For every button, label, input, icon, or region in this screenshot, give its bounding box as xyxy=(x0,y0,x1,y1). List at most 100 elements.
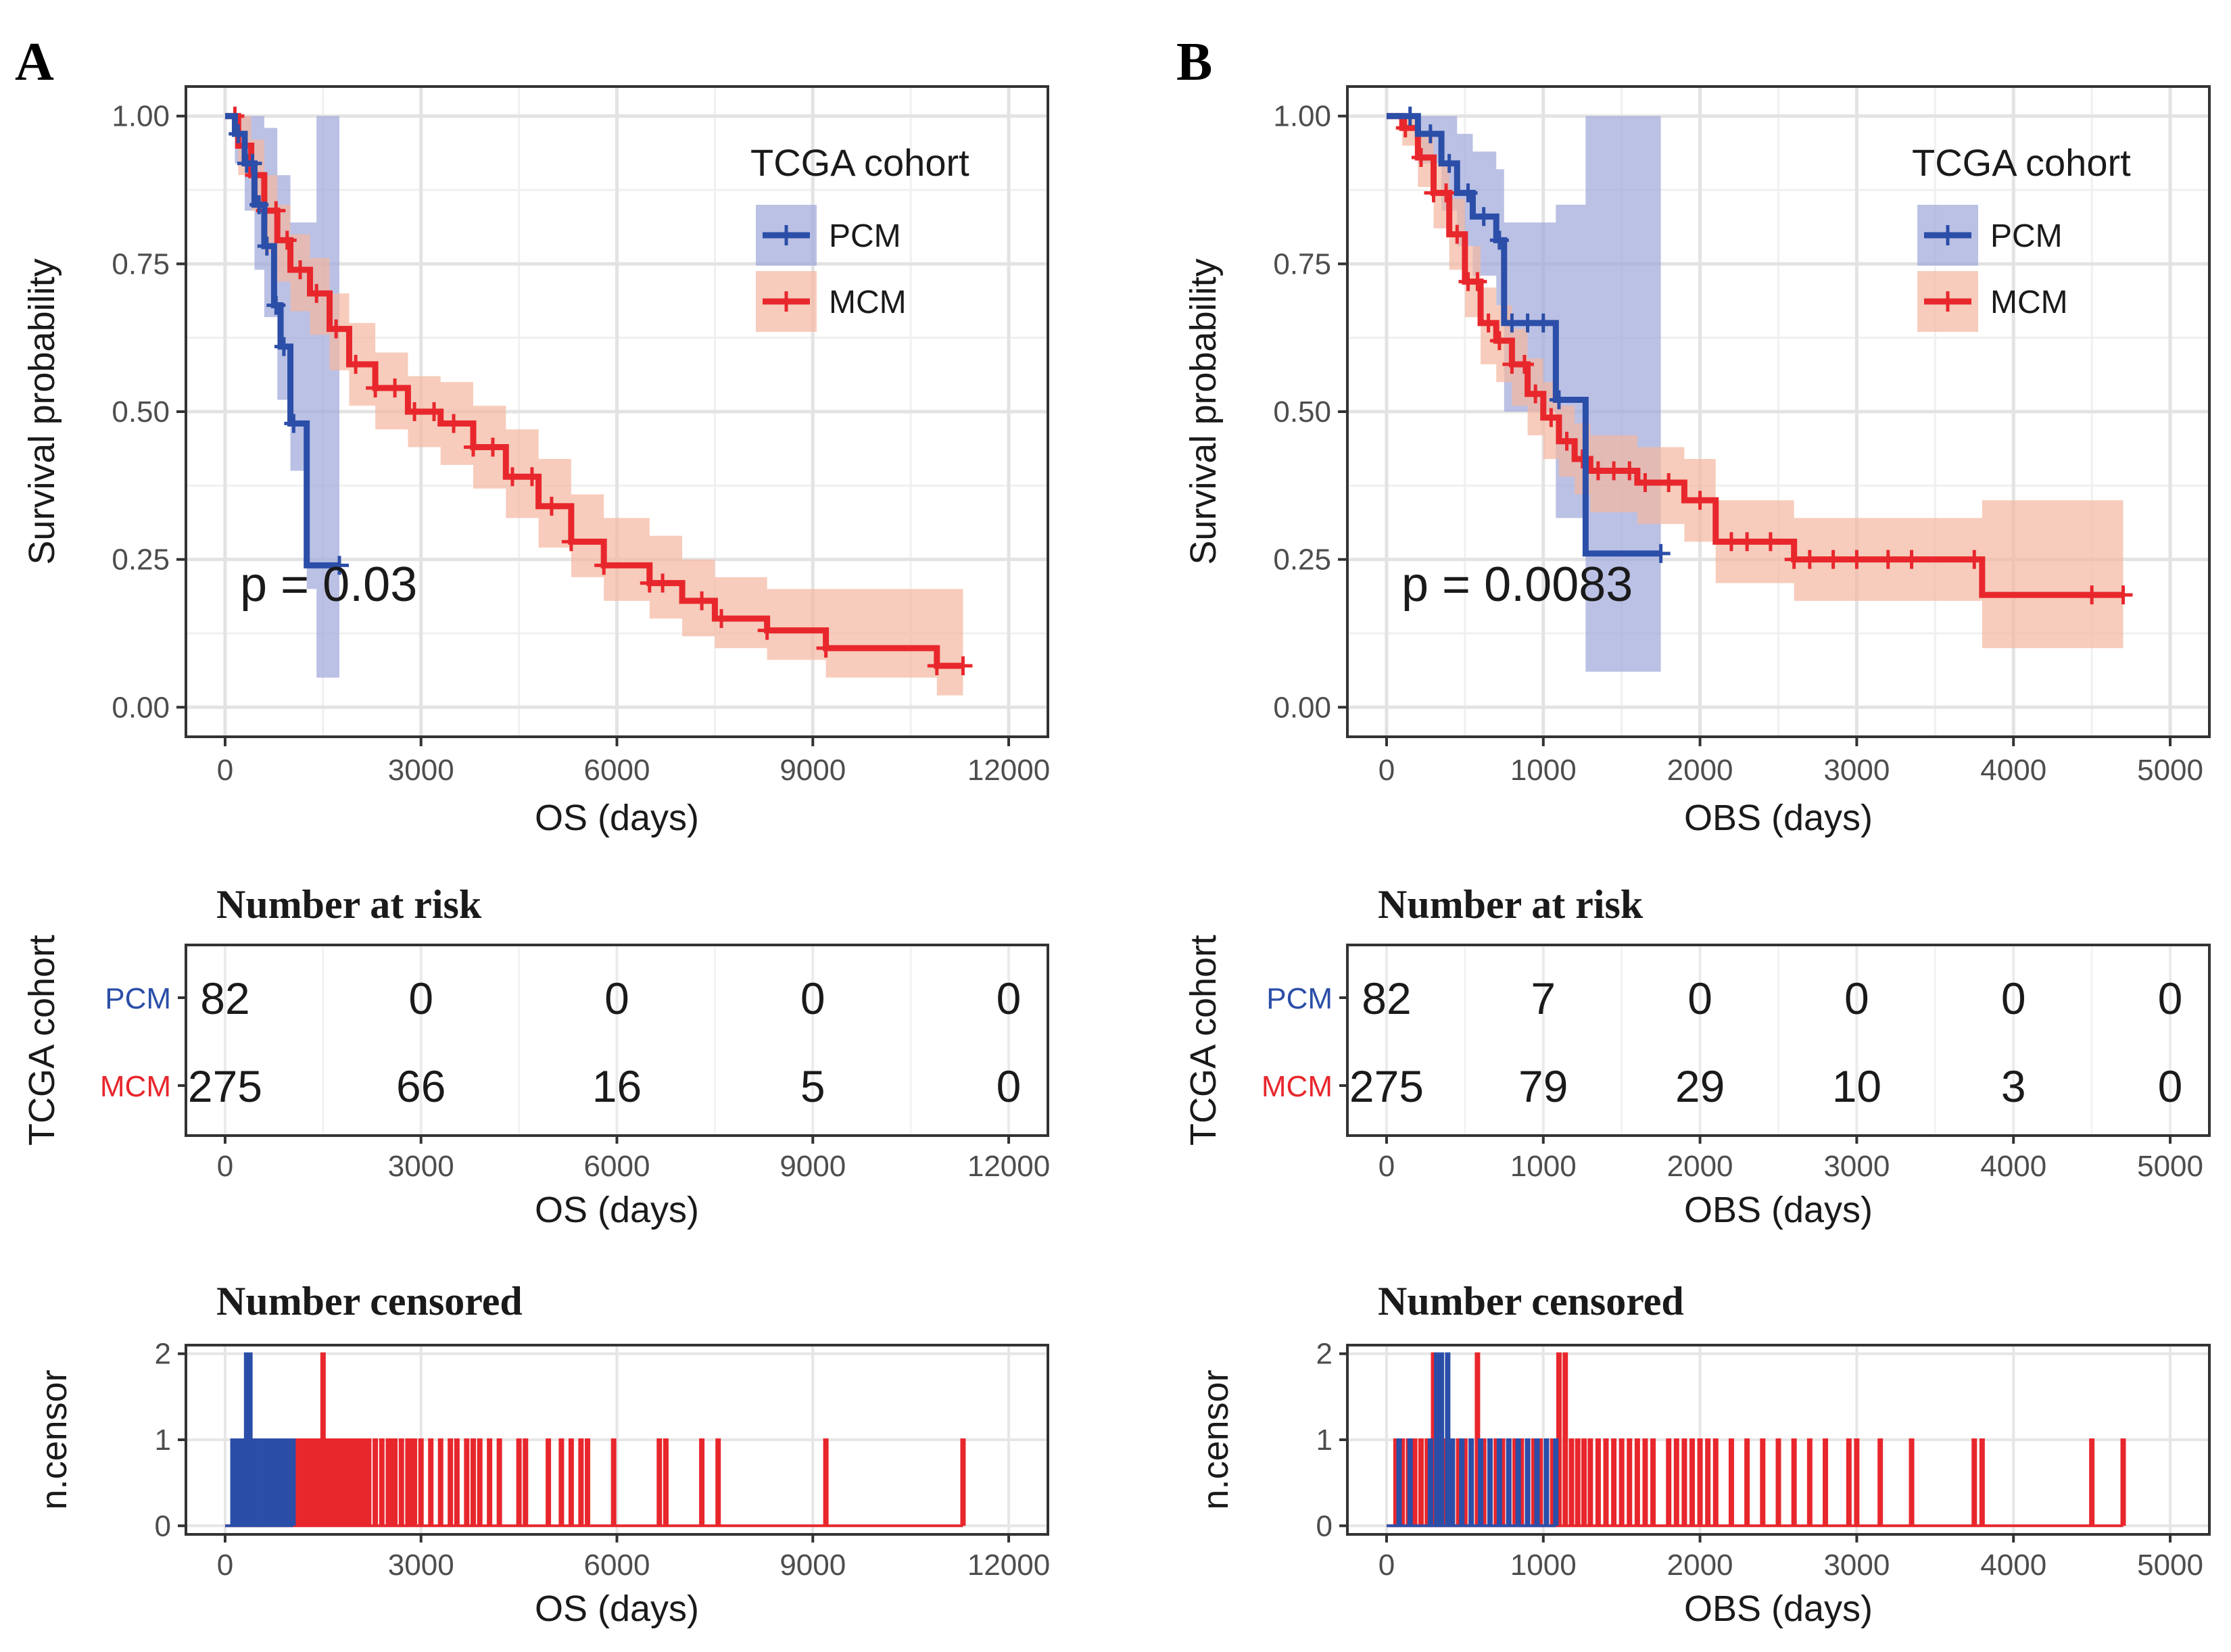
risk-row-label-pcm: PCM xyxy=(1266,982,1333,1015)
censor-mark-mcm xyxy=(1847,550,1867,569)
km-y-axis-title: Survival probability xyxy=(22,258,62,564)
censor-mark-mcm xyxy=(366,379,385,398)
censor-mark-mcm xyxy=(346,355,366,374)
risk-value-mcm: 0 xyxy=(2158,1061,2183,1111)
risk-table-title: Number at risk xyxy=(1378,882,1644,927)
km-ytick-label: 1.00 xyxy=(112,100,170,133)
censor-mark-pcm xyxy=(274,337,293,356)
censor-mark-mcm xyxy=(266,201,286,220)
censor-mark-mcm xyxy=(757,621,777,640)
censor-mark-mcm xyxy=(291,260,310,280)
censor-mark-mcm xyxy=(1902,550,1921,569)
censor-mark-mcm xyxy=(816,638,836,658)
legend-label-pcm: PCM xyxy=(1990,218,2063,254)
risk-xtick-label: 5000 xyxy=(2137,1150,2203,1183)
censor-xtick-label: 6000 xyxy=(584,1549,650,1582)
risk-row-label-mcm: MCM xyxy=(100,1070,171,1103)
risk-xtick-label: 1000 xyxy=(1510,1150,1577,1183)
panel-letter: B xyxy=(1176,32,1212,92)
legend-title: TCGA cohort xyxy=(750,141,969,184)
risk-y-axis-title: TCGA cohort xyxy=(1183,935,1224,1146)
risk-value-pcm: 82 xyxy=(200,973,249,1023)
censor-mark-pcm xyxy=(1533,313,1553,333)
ci-band-mcm xyxy=(224,116,963,696)
km-ytick-label: 0.25 xyxy=(112,543,170,577)
censor-mark-mcm xyxy=(522,467,542,487)
risk-value-mcm: 66 xyxy=(396,1061,446,1111)
censor-mark-mcm xyxy=(1526,384,1545,404)
km-x-axis-title: OBS (days) xyxy=(1684,798,1873,838)
censor-xtick-label: 3000 xyxy=(388,1549,454,1582)
censor-mark-pcm xyxy=(229,124,248,143)
legend-label-pcm: PCM xyxy=(829,218,901,254)
censor-mark-mcm xyxy=(2113,585,2133,605)
censor-xtick-label: 5000 xyxy=(2137,1549,2203,1582)
risk-table-frame xyxy=(1346,944,2211,1137)
p-value-label: p = 0.03 xyxy=(240,558,417,612)
km-xtick-label: 1000 xyxy=(1510,754,1577,787)
censor-mark-mcm xyxy=(953,656,973,676)
censor-xtick-label: 3000 xyxy=(1823,1549,1890,1582)
censor-x-axis-title: OS (days) xyxy=(535,1588,699,1629)
censor-mark-mcm xyxy=(692,591,712,610)
censor-mark-mcm xyxy=(1573,449,1592,468)
risk-row-label-mcm: MCM xyxy=(1262,1070,1333,1103)
km-xtick-label: 3000 xyxy=(388,754,454,787)
censor-y-axis-title: n.censor xyxy=(34,1369,74,1509)
censor-mark-mcm xyxy=(1557,431,1577,451)
censor-mark-mcm xyxy=(1489,331,1509,351)
censor-mark-mcm xyxy=(1437,183,1456,203)
km-xtick-label: 5000 xyxy=(2137,754,2203,787)
risk-xtick-label: 0 xyxy=(1378,1150,1395,1183)
censor-mark-mcm xyxy=(1635,472,1655,492)
risk-xtick-label: 3000 xyxy=(388,1150,454,1183)
censor-mark-mcm xyxy=(483,437,502,457)
km-xtick-label: 12000 xyxy=(967,754,1050,787)
legend-label-mcm: MCM xyxy=(1990,285,2068,320)
censor-ytick-label: 2 xyxy=(1316,1338,1333,1371)
censor-mark-pcm xyxy=(1458,183,1478,203)
censor-xtick-label: 0 xyxy=(1378,1549,1395,1582)
censor-mark-pcm xyxy=(257,237,277,256)
censor-mark-mcm xyxy=(1620,461,1639,481)
censor-mark-pcm xyxy=(1439,153,1459,173)
risk-value-mcm: 16 xyxy=(592,1061,642,1111)
risk-row-label-pcm: PCM xyxy=(105,982,171,1015)
risk-value-mcm: 10 xyxy=(1832,1061,1881,1111)
censor-y-axis-title: n.censor xyxy=(1195,1369,1236,1509)
censor-xtick-label: 12000 xyxy=(967,1549,1050,1582)
censor-mark-mcm xyxy=(1760,532,1780,552)
censor-mark-mcm xyxy=(425,402,444,421)
censor-mark-mcm xyxy=(1659,472,1679,492)
censor-x-axis-title: OBS (days) xyxy=(1684,1588,1873,1629)
censor-mark-mcm xyxy=(1468,272,1487,291)
censor-mark-mcm xyxy=(1411,147,1431,167)
censor-mark-pcm xyxy=(329,556,349,575)
risk-value-mcm: 5 xyxy=(800,1061,825,1111)
risk-value-pcm: 82 xyxy=(1362,973,1411,1023)
censor-mark-pcm xyxy=(284,414,304,433)
censor-mark-pcm xyxy=(266,295,286,315)
risk-value-pcm: 0 xyxy=(2158,973,2183,1023)
censor-mark-mcm xyxy=(502,467,522,487)
censor-mark-mcm xyxy=(1479,313,1498,333)
legend-title: TCGA cohort xyxy=(1912,141,2131,184)
p-value-label: p = 0.0083 xyxy=(1401,558,1633,612)
risk-value-pcm: 0 xyxy=(997,973,1022,1023)
km-ytick-label: 0.75 xyxy=(1273,247,1331,281)
censor-ytick-label: 0 xyxy=(1316,1509,1333,1542)
km-xtick-label: 2000 xyxy=(1667,754,1733,787)
censor-mark-mcm xyxy=(927,656,946,676)
censor-mark-mcm xyxy=(1514,355,1534,374)
risk-value-pcm: 0 xyxy=(1844,973,1869,1023)
panel-letter: A xyxy=(15,32,54,92)
censor-mark-pcm xyxy=(1651,543,1671,563)
risk-xtick-label: 9000 xyxy=(779,1150,846,1183)
km-ytick-label: 0.50 xyxy=(1273,395,1331,429)
risk-value-pcm: 0 xyxy=(408,973,433,1023)
censor-xtick-label: 0 xyxy=(217,1549,233,1582)
risk-value-pcm: 0 xyxy=(800,973,825,1023)
risk-value-mcm: 275 xyxy=(1349,1061,1424,1111)
risk-value-pcm: 7 xyxy=(1531,973,1556,1023)
censor-mark-mcm xyxy=(1447,224,1467,244)
